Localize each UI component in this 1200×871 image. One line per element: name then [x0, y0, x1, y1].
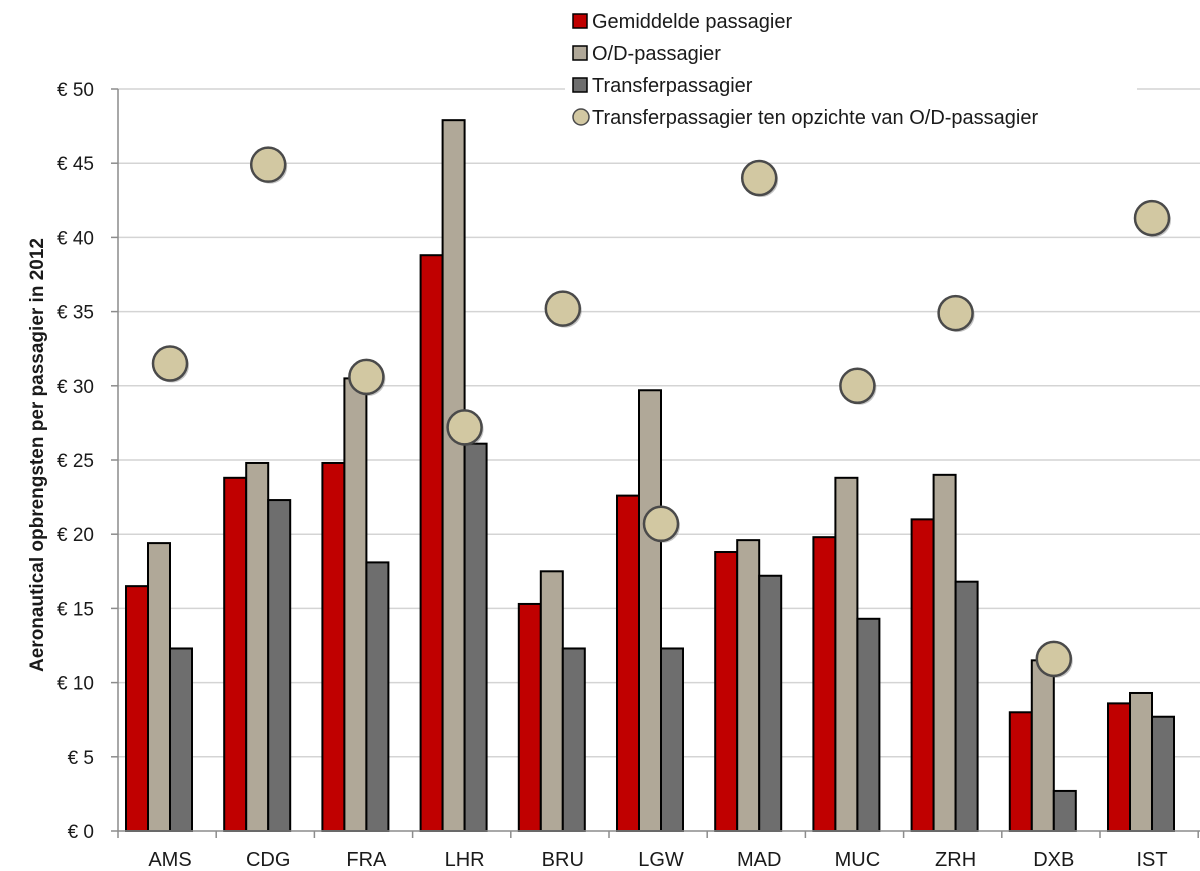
bar-fra-1: [321, 461, 346, 832]
y-tick-label: € 10: [57, 674, 94, 695]
bar-dxb-3: [1052, 789, 1077, 833]
legend-label: Gemiddelde passagier: [592, 11, 792, 33]
x-tick-label: CDG: [246, 849, 290, 871]
y-tick-label: € 50: [57, 80, 94, 101]
y-tick-label: € 0: [68, 822, 94, 843]
legend-swatch: [572, 45, 588, 61]
bar-fra-3: [365, 561, 390, 832]
x-tick-label: LGW: [638, 849, 684, 871]
bar-mad-1: [714, 551, 739, 832]
bar-zrh-3: [954, 580, 979, 832]
y-tick-label: € 35: [57, 303, 94, 324]
y-tick-label: € 5: [68, 748, 94, 769]
bar-cdg-2: [245, 461, 270, 832]
bar-ams-2: [147, 542, 171, 832]
bar-mad-2: [736, 539, 761, 832]
x-tick-label: DXB: [1033, 849, 1074, 871]
bar-ist-3: [1151, 715, 1175, 832]
y-tick-label: € 15: [57, 599, 94, 620]
bar-lhr-3: [463, 442, 488, 832]
bar-ist-1: [1107, 702, 1131, 832]
y-tick-label: € 40: [57, 228, 94, 249]
y-tick-label: € 25: [57, 451, 94, 472]
y-tick-label: € 45: [57, 154, 94, 175]
markers: [151, 146, 1171, 678]
bar-bru-1: [517, 602, 542, 832]
x-tick-label: FRA: [346, 849, 387, 871]
x-tick-label: BRU: [542, 849, 584, 871]
axes: € 0 € 5 € 10 € 15 € 20 € 25 € 30 € 35 € 40 € 45 € …: [57, 80, 1200, 871]
bar-lhr-1: [419, 254, 444, 832]
bar-ist-2: [1129, 691, 1153, 832]
marker-fra: [348, 358, 385, 396]
bar-mad-3: [758, 574, 783, 833]
bar-fra-2: [343, 377, 368, 832]
bar-cdg-3: [267, 499, 292, 832]
marker-lhr: [446, 409, 483, 446]
bar-zrh-2: [932, 473, 957, 832]
marker-zrh: [937, 294, 974, 332]
marker-muc: [839, 367, 876, 405]
bar-zrh-1: [910, 518, 935, 832]
marker-ams: [151, 345, 189, 382]
marker-dxb: [1035, 640, 1073, 678]
marker-bru: [544, 290, 582, 327]
x-tick-label: MAD: [737, 849, 781, 871]
legend: Gemiddelde passagier O/D-passagier Transfe…: [565, 0, 1137, 148]
legend-background: [565, 0, 1137, 148]
bar-muc-1: [812, 536, 837, 833]
marker-mad: [740, 159, 778, 197]
x-tick-label: ZRH: [935, 849, 976, 871]
x-tick-label: IST: [1136, 849, 1167, 871]
bar-dxb-1: [1008, 711, 1033, 833]
marker-cdg: [249, 146, 287, 183]
legend-marker-swatch: [572, 108, 590, 126]
y-tick-label: € 20: [57, 525, 94, 546]
bar-ams-3: [169, 647, 193, 833]
marker-lgw: [642, 505, 680, 543]
x-tick-label: MUC: [835, 849, 881, 871]
legend-label: O/D-passagier: [592, 43, 721, 65]
legend-label: Transferpassagier ten opzichte van O/D-p…: [592, 107, 1038, 129]
y-tick-label: € 30: [57, 377, 94, 398]
bar-ams-1: [125, 585, 149, 833]
legend-label: Transferpassagier: [592, 75, 753, 97]
legend-swatch: [572, 13, 588, 29]
bar-cdg-1: [223, 476, 248, 832]
bar-lgw-2: [638, 389, 662, 832]
bar-muc-2: [834, 476, 859, 832]
bar-muc-3: [856, 617, 881, 833]
legend-swatch: [572, 77, 588, 93]
bars: [125, 119, 1175, 833]
bar-bru-2: [539, 570, 564, 832]
bar-bru-3: [561, 647, 586, 833]
bar-dxb-2: [1030, 659, 1055, 833]
marker-ist: [1133, 199, 1171, 237]
bar-lgw-1: [616, 494, 640, 832]
x-tick-label: AMS: [148, 849, 191, 871]
bar-lgw-3: [660, 647, 684, 833]
bar-lhr-2: [441, 119, 466, 832]
x-tick-label: LHR: [445, 849, 485, 871]
y-axis-title: Aeronautical opbrengsten per passagier i…: [27, 238, 48, 672]
